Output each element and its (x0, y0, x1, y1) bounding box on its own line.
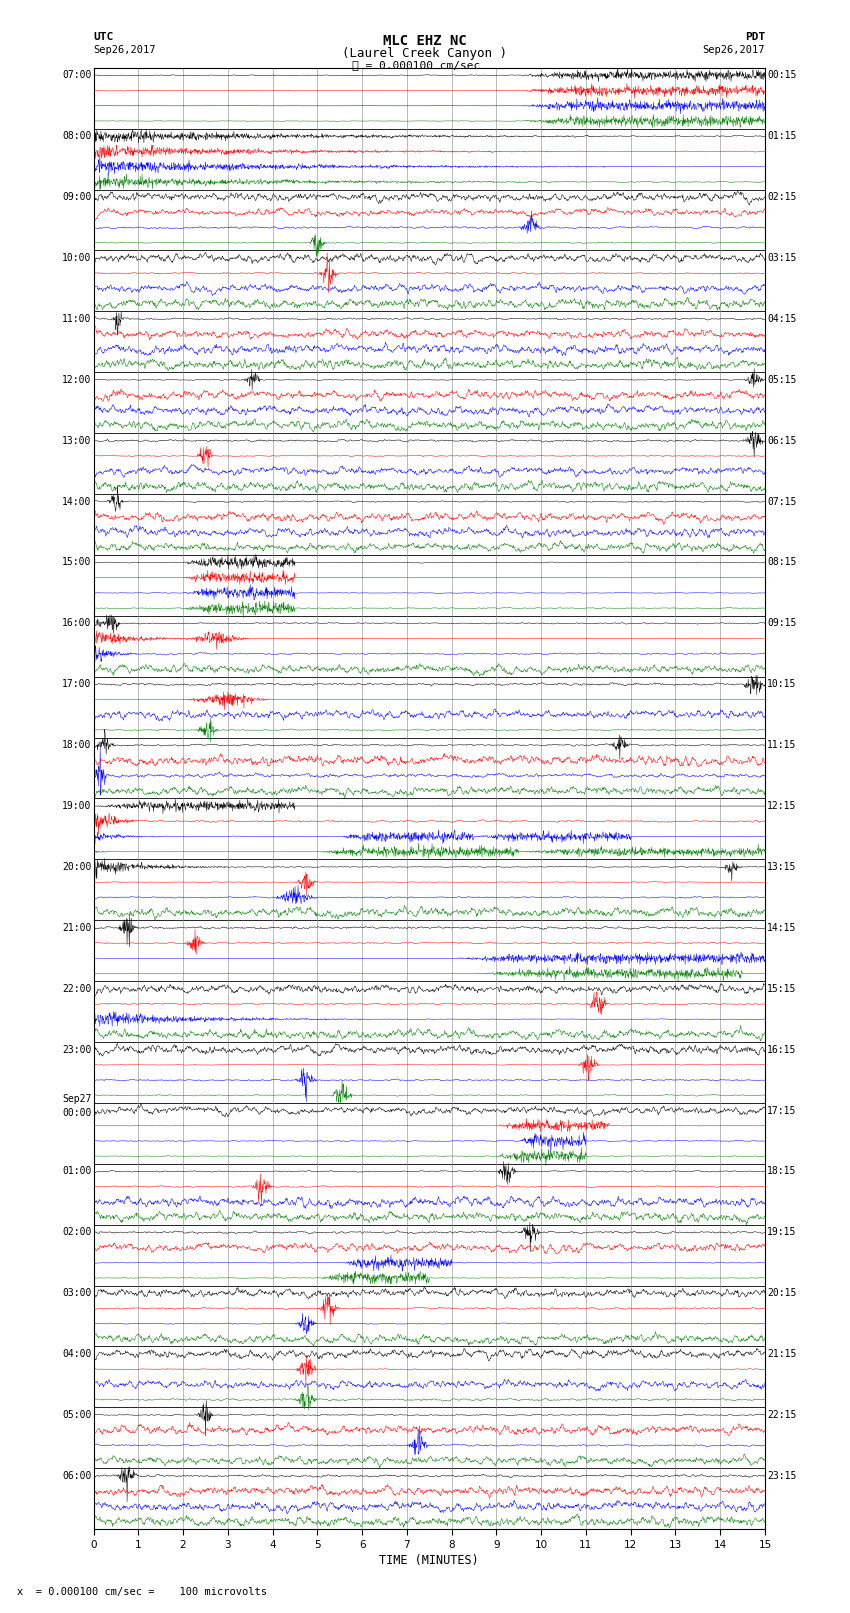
Text: 02:00: 02:00 (62, 1227, 92, 1237)
Text: x  = 0.000100 cm/sec =    100 microvolts: x = 0.000100 cm/sec = 100 microvolts (17, 1587, 267, 1597)
Text: 21:00: 21:00 (62, 923, 92, 932)
Text: 19:00: 19:00 (62, 802, 92, 811)
Text: 06:00: 06:00 (62, 1471, 92, 1481)
Text: 18:00: 18:00 (62, 740, 92, 750)
X-axis label: TIME (MINUTES): TIME (MINUTES) (379, 1553, 479, 1566)
Text: 17:00: 17:00 (62, 679, 92, 689)
Text: 11:15: 11:15 (767, 740, 796, 750)
Text: MLC EHZ NC: MLC EHZ NC (383, 34, 467, 48)
Text: 20:00: 20:00 (62, 861, 92, 873)
Text: 10:15: 10:15 (767, 679, 796, 689)
Text: 19:15: 19:15 (767, 1227, 796, 1237)
Text: 13:15: 13:15 (767, 861, 796, 873)
Text: 06:15: 06:15 (767, 436, 796, 445)
Text: 17:15: 17:15 (767, 1105, 796, 1116)
Text: 13:00: 13:00 (62, 436, 92, 445)
Text: 02:15: 02:15 (767, 192, 796, 202)
Text: 20:15: 20:15 (767, 1289, 796, 1298)
Text: PDT: PDT (745, 32, 765, 42)
Text: 15:00: 15:00 (62, 558, 92, 568)
Text: 18:15: 18:15 (767, 1166, 796, 1176)
Text: 11:00: 11:00 (62, 315, 92, 324)
Text: 01:15: 01:15 (767, 131, 796, 142)
Text: 14:15: 14:15 (767, 923, 796, 932)
Text: 05:00: 05:00 (62, 1410, 92, 1419)
Text: 14:00: 14:00 (62, 497, 92, 506)
Text: 00:15: 00:15 (767, 71, 796, 81)
Text: 23:00: 23:00 (62, 1045, 92, 1055)
Text: 22:15: 22:15 (767, 1410, 796, 1419)
Text: 05:15: 05:15 (767, 374, 796, 386)
Text: 16:00: 16:00 (62, 618, 92, 629)
Text: 10:00: 10:00 (62, 253, 92, 263)
Text: 03:15: 03:15 (767, 253, 796, 263)
Text: 15:15: 15:15 (767, 984, 796, 994)
Text: 21:15: 21:15 (767, 1348, 796, 1360)
Text: 01:00: 01:00 (62, 1166, 92, 1176)
Text: 00:00: 00:00 (62, 1108, 92, 1118)
Text: 09:00: 09:00 (62, 192, 92, 202)
Text: Sep26,2017: Sep26,2017 (94, 45, 156, 55)
Text: 04:15: 04:15 (767, 315, 796, 324)
Text: ⎹ = 0.000100 cm/sec: ⎹ = 0.000100 cm/sec (353, 60, 480, 69)
Text: 16:15: 16:15 (767, 1045, 796, 1055)
Text: 04:00: 04:00 (62, 1348, 92, 1360)
Text: 23:15: 23:15 (767, 1471, 796, 1481)
Text: Sep27: Sep27 (62, 1094, 92, 1103)
Text: 12:00: 12:00 (62, 374, 92, 386)
Text: UTC: UTC (94, 32, 114, 42)
Text: 07:00: 07:00 (62, 71, 92, 81)
Text: 12:15: 12:15 (767, 802, 796, 811)
Text: Sep26,2017: Sep26,2017 (702, 45, 765, 55)
Text: 08:00: 08:00 (62, 131, 92, 142)
Text: 03:00: 03:00 (62, 1289, 92, 1298)
Text: (Laurel Creek Canyon ): (Laurel Creek Canyon ) (343, 47, 507, 60)
Text: 09:15: 09:15 (767, 618, 796, 629)
Text: 22:00: 22:00 (62, 984, 92, 994)
Text: 08:15: 08:15 (767, 558, 796, 568)
Text: 07:15: 07:15 (767, 497, 796, 506)
